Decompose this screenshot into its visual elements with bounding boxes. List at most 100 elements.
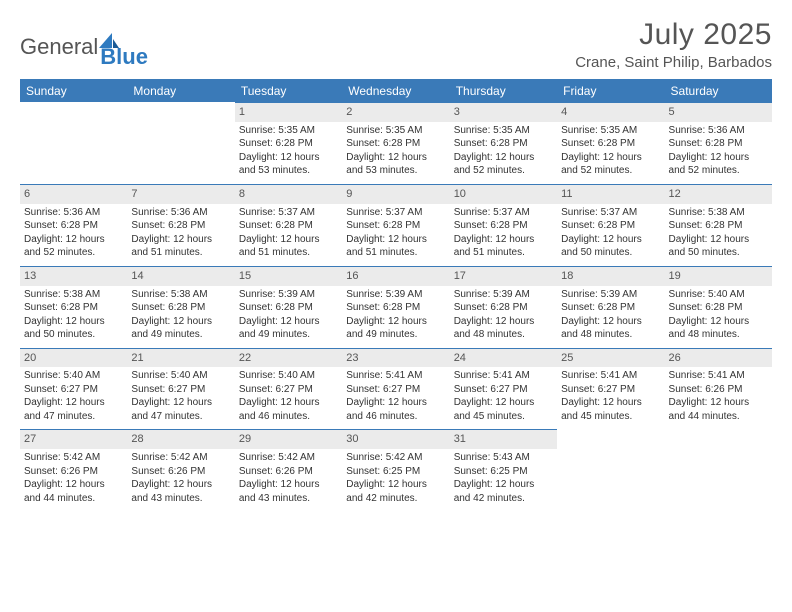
day-content: Sunrise: 5:37 AMSunset: 6:28 PMDaylight:… xyxy=(561,206,660,260)
daylight-text: Daylight: 12 hours and 43 minutes. xyxy=(131,478,230,505)
sunrise-text: Sunrise: 5:39 AM xyxy=(561,288,660,302)
day-content: Sunrise: 5:40 AMSunset: 6:27 PMDaylight:… xyxy=(239,369,338,423)
day-number: 26 xyxy=(665,348,772,368)
day-number: 31 xyxy=(450,429,557,449)
weekday-header: Sunday xyxy=(20,80,127,102)
daylight-text: Daylight: 12 hours and 42 minutes. xyxy=(346,478,445,505)
daylight-text: Daylight: 12 hours and 45 minutes. xyxy=(561,396,660,423)
sunset-text: Sunset: 6:26 PM xyxy=(669,383,768,397)
empty-cell xyxy=(20,102,127,184)
daylight-text: Daylight: 12 hours and 51 minutes. xyxy=(454,233,553,260)
day-number: 23 xyxy=(342,348,449,368)
day-content: Sunrise: 5:42 AMSunset: 6:26 PMDaylight:… xyxy=(239,451,338,505)
day-cell: 12Sunrise: 5:38 AMSunset: 6:28 PMDayligh… xyxy=(665,184,772,266)
day-number: 28 xyxy=(127,429,234,449)
day-cell: 24Sunrise: 5:41 AMSunset: 6:27 PMDayligh… xyxy=(450,348,557,430)
day-number: 13 xyxy=(20,266,127,286)
brand-name-part1: General xyxy=(20,34,98,60)
sunrise-text: Sunrise: 5:35 AM xyxy=(454,124,553,138)
sunset-text: Sunset: 6:26 PM xyxy=(239,465,338,479)
daylight-text: Daylight: 12 hours and 51 minutes. xyxy=(239,233,338,260)
day-cell: 5Sunrise: 5:36 AMSunset: 6:28 PMDaylight… xyxy=(665,102,772,184)
sunrise-text: Sunrise: 5:37 AM xyxy=(239,206,338,220)
sunrise-text: Sunrise: 5:43 AM xyxy=(454,451,553,465)
day-cell: 31Sunrise: 5:43 AMSunset: 6:25 PMDayligh… xyxy=(450,429,557,511)
day-content: Sunrise: 5:36 AMSunset: 6:28 PMDaylight:… xyxy=(24,206,123,260)
day-cell: 3Sunrise: 5:35 AMSunset: 6:28 PMDaylight… xyxy=(450,102,557,184)
day-content: Sunrise: 5:39 AMSunset: 6:28 PMDaylight:… xyxy=(454,288,553,342)
sunset-text: Sunset: 6:28 PM xyxy=(346,301,445,315)
day-number: 17 xyxy=(450,266,557,286)
location-label: Crane, Saint Philip, Barbados xyxy=(575,54,772,71)
sunset-text: Sunset: 6:26 PM xyxy=(131,465,230,479)
day-content: Sunrise: 5:42 AMSunset: 6:26 PMDaylight:… xyxy=(24,451,123,505)
day-number: 10 xyxy=(450,184,557,204)
sunrise-text: Sunrise: 5:36 AM xyxy=(669,124,768,138)
sunset-text: Sunset: 6:28 PM xyxy=(239,301,338,315)
page-title: July 2025 xyxy=(575,18,772,52)
sunset-text: Sunset: 6:28 PM xyxy=(239,219,338,233)
day-content: Sunrise: 5:40 AMSunset: 6:28 PMDaylight:… xyxy=(669,288,768,342)
week-row: 20Sunrise: 5:40 AMSunset: 6:27 PMDayligh… xyxy=(20,348,772,430)
day-number: 18 xyxy=(557,266,664,286)
day-number: 24 xyxy=(450,348,557,368)
sunset-text: Sunset: 6:28 PM xyxy=(239,137,338,151)
daylight-text: Daylight: 12 hours and 52 minutes. xyxy=(454,151,553,178)
sunrise-text: Sunrise: 5:42 AM xyxy=(24,451,123,465)
header: General Blue July 2025 Crane, Saint Phil… xyxy=(20,18,772,71)
weekday-header: Monday xyxy=(127,80,234,102)
day-content: Sunrise: 5:40 AMSunset: 6:27 PMDaylight:… xyxy=(24,369,123,423)
sunrise-text: Sunrise: 5:40 AM xyxy=(24,369,123,383)
day-cell: 23Sunrise: 5:41 AMSunset: 6:27 PMDayligh… xyxy=(342,348,449,430)
sunset-text: Sunset: 6:27 PM xyxy=(346,383,445,397)
day-number: 12 xyxy=(665,184,772,204)
day-number: 25 xyxy=(557,348,664,368)
sunset-text: Sunset: 6:28 PM xyxy=(561,137,660,151)
sunrise-text: Sunrise: 5:35 AM xyxy=(239,124,338,138)
day-cell: 20Sunrise: 5:40 AMSunset: 6:27 PMDayligh… xyxy=(20,348,127,430)
day-number: 30 xyxy=(342,429,449,449)
day-content: Sunrise: 5:35 AMSunset: 6:28 PMDaylight:… xyxy=(561,124,660,178)
brand-logo: General Blue xyxy=(20,24,148,70)
day-content: Sunrise: 5:38 AMSunset: 6:28 PMDaylight:… xyxy=(669,206,768,260)
sunset-text: Sunset: 6:28 PM xyxy=(669,219,768,233)
day-cell: 29Sunrise: 5:42 AMSunset: 6:26 PMDayligh… xyxy=(235,429,342,511)
daylight-text: Daylight: 12 hours and 45 minutes. xyxy=(454,396,553,423)
day-content: Sunrise: 5:42 AMSunset: 6:26 PMDaylight:… xyxy=(131,451,230,505)
daylight-text: Daylight: 12 hours and 52 minutes. xyxy=(561,151,660,178)
day-number: 11 xyxy=(557,184,664,204)
day-content: Sunrise: 5:41 AMSunset: 6:27 PMDaylight:… xyxy=(561,369,660,423)
sunset-text: Sunset: 6:28 PM xyxy=(131,301,230,315)
day-number: 2 xyxy=(342,102,449,122)
day-cell: 15Sunrise: 5:39 AMSunset: 6:28 PMDayligh… xyxy=(235,266,342,348)
daylight-text: Daylight: 12 hours and 50 minutes. xyxy=(561,233,660,260)
day-cell: 28Sunrise: 5:42 AMSunset: 6:26 PMDayligh… xyxy=(127,429,234,511)
sunset-text: Sunset: 6:27 PM xyxy=(561,383,660,397)
weekday-header: Saturday xyxy=(665,80,772,102)
daylight-text: Daylight: 12 hours and 42 minutes. xyxy=(454,478,553,505)
day-cell: 1Sunrise: 5:35 AMSunset: 6:28 PMDaylight… xyxy=(235,102,342,184)
daylight-text: Daylight: 12 hours and 50 minutes. xyxy=(24,315,123,342)
day-cell: 10Sunrise: 5:37 AMSunset: 6:28 PMDayligh… xyxy=(450,184,557,266)
brand-name-part2: Blue xyxy=(100,44,148,69)
day-content: Sunrise: 5:43 AMSunset: 6:25 PMDaylight:… xyxy=(454,451,553,505)
day-content: Sunrise: 5:35 AMSunset: 6:28 PMDaylight:… xyxy=(454,124,553,178)
sunrise-text: Sunrise: 5:41 AM xyxy=(669,369,768,383)
day-content: Sunrise: 5:38 AMSunset: 6:28 PMDaylight:… xyxy=(131,288,230,342)
sunrise-text: Sunrise: 5:37 AM xyxy=(561,206,660,220)
day-number: 21 xyxy=(127,348,234,368)
day-cell: 4Sunrise: 5:35 AMSunset: 6:28 PMDaylight… xyxy=(557,102,664,184)
title-block: July 2025 Crane, Saint Philip, Barbados xyxy=(575,18,772,71)
sunset-text: Sunset: 6:28 PM xyxy=(561,301,660,315)
sunrise-text: Sunrise: 5:40 AM xyxy=(669,288,768,302)
day-number: 1 xyxy=(235,102,342,122)
day-cell: 14Sunrise: 5:38 AMSunset: 6:28 PMDayligh… xyxy=(127,266,234,348)
daylight-text: Daylight: 12 hours and 51 minutes. xyxy=(131,233,230,260)
sunrise-text: Sunrise: 5:37 AM xyxy=(454,206,553,220)
sunrise-text: Sunrise: 5:36 AM xyxy=(131,206,230,220)
weekday-header: Wednesday xyxy=(342,80,449,102)
day-cell: 18Sunrise: 5:39 AMSunset: 6:28 PMDayligh… xyxy=(557,266,664,348)
sunset-text: Sunset: 6:25 PM xyxy=(454,465,553,479)
daylight-text: Daylight: 12 hours and 46 minutes. xyxy=(346,396,445,423)
week-row: 27Sunrise: 5:42 AMSunset: 6:26 PMDayligh… xyxy=(20,429,772,511)
